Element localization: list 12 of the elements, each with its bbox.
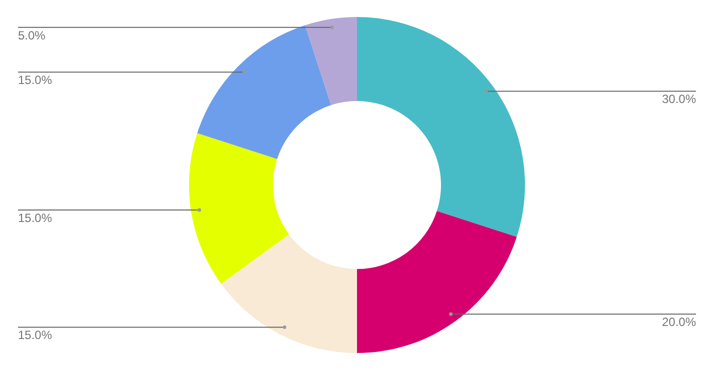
donut-slice [305,17,357,106]
donut-slice [357,210,517,353]
donut-slice [221,234,357,353]
data-label: 15.0% [18,210,52,225]
data-label: 5.0% [18,28,46,42]
data-label: 20.0% [662,315,696,330]
data-label: 15.0% [18,328,52,342]
data-label: 30.0% [662,92,696,106]
data-label: 15.0% [18,73,52,88]
donut-slice [357,17,525,237]
donut-slice [197,25,332,160]
donut-slice [189,133,290,284]
